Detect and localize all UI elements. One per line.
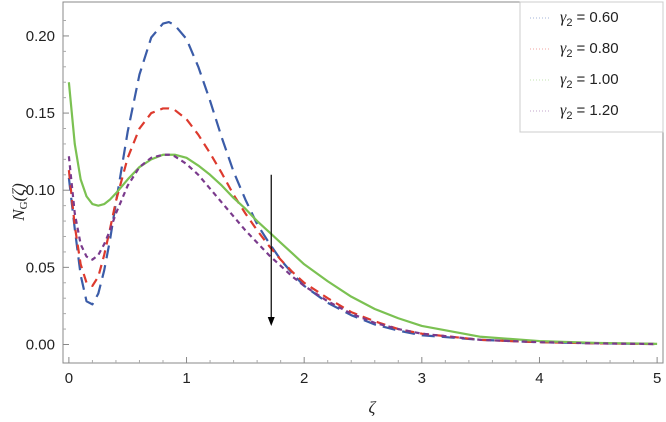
legend-symbol: γ [560, 9, 567, 26]
x-tick-label: 5 [653, 370, 661, 387]
legend-subscript: 2 [566, 48, 572, 60]
y-axis-title: NG(ζ) [9, 183, 30, 222]
x-tick-label: 4 [535, 370, 543, 387]
legend-subscript: 2 [566, 110, 572, 122]
series-line-4 [67, 153, 658, 346]
series-line-3 [67, 82, 658, 345]
x-tick-label: 1 [182, 370, 190, 387]
x-tick-label: 2 [300, 370, 308, 387]
y-tick-label: 0.20 [26, 28, 55, 45]
legend-value: = 0.60 [576, 9, 618, 26]
y-tick-label: 0.15 [26, 105, 55, 122]
legend-box [519, 1, 664, 133]
y-tick-label: 0.05 [26, 259, 55, 276]
x-tick-label: 0 [65, 370, 73, 387]
series-layer [67, 20, 658, 346]
arrow-head [267, 316, 275, 326]
legend-subscript: 2 [566, 79, 572, 91]
legend-value: = 1.00 [576, 71, 618, 88]
legend-entry-1: γ2 = 0.60 [560, 9, 619, 29]
legend-value: = 1.20 [576, 102, 618, 119]
legend-symbol: γ [560, 40, 567, 57]
legend-subscript: 2 [566, 17, 572, 29]
legend-symbol: γ [560, 102, 567, 119]
annotation-arrow [267, 174, 275, 326]
legend-value: = 0.80 [576, 40, 618, 57]
series-line-1 [67, 20, 658, 346]
y-tick-label: 0.10 [26, 182, 55, 199]
legend-entry-2: γ2 = 0.80 [560, 40, 619, 60]
legend-entry-4: γ2 = 1.20 [560, 102, 619, 122]
x-axis-ticks: 0 1 2 3 4 5 [65, 357, 661, 387]
legend-symbol: γ [560, 71, 567, 88]
x-tick-label: 3 [418, 370, 426, 387]
plot-frame [62, 1, 664, 364]
y-axis-title-tail: (ζ) [9, 183, 28, 202]
series-line-2 [67, 107, 658, 346]
legend-entry-3: γ2 = 1.00 [560, 71, 619, 91]
x-axis-title: ζ [369, 398, 377, 417]
y-axis-title-main: N [9, 208, 28, 222]
y-axis-title-sub: G [18, 201, 30, 209]
y-axis-ticks: 0.00 0.05 0.10 0.15 0.20 [26, 20, 69, 353]
y-tick-label: 0.00 [26, 336, 55, 353]
